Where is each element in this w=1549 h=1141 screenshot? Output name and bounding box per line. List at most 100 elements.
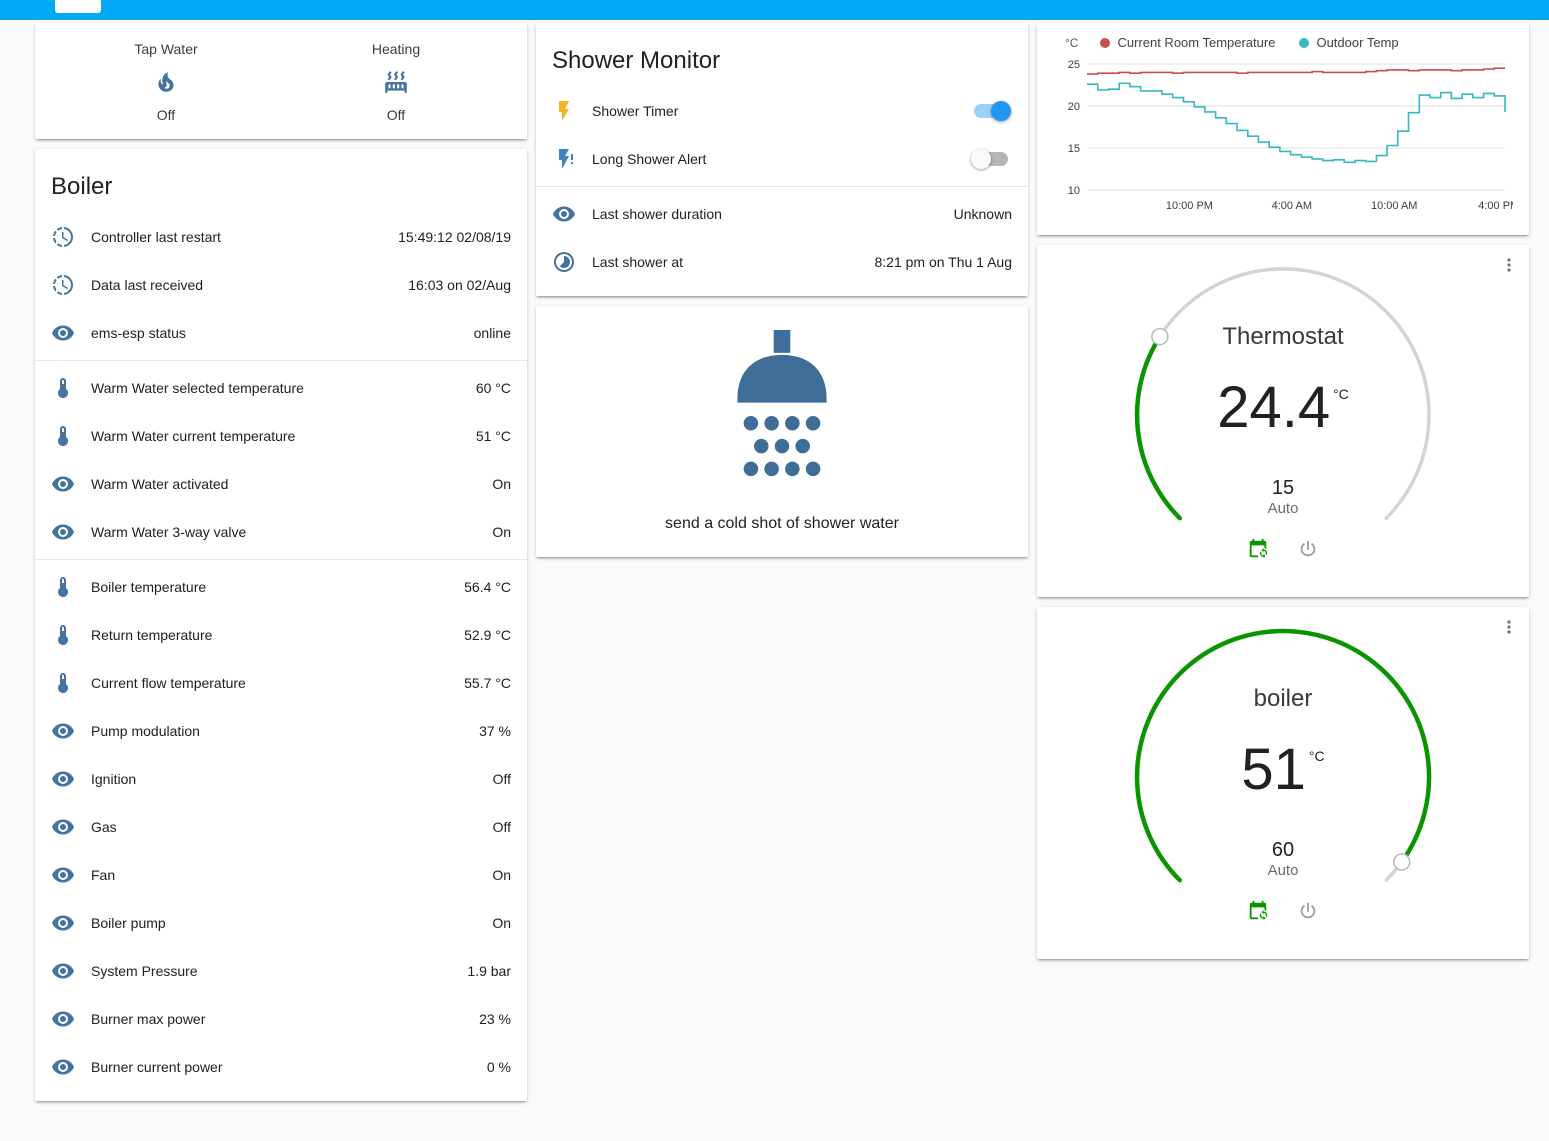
boiler-readout: boiler 51 °C 60 Auto [1123,619,1443,941]
svg-text:15: 15 [1068,143,1080,155]
flash-icon [552,99,576,123]
thermostat-dial-arc[interactable] [1123,257,1443,579]
divider [536,186,1028,187]
hvac-mode: Auto [1267,500,1299,517]
thermometer-icon [51,671,75,695]
card-title: Shower Monitor [552,47,721,74]
glance-item[interactable]: Tap Water Off [51,41,281,123]
left-column: Tap Water Off Heating Off Boiler [35,23,527,1101]
entity-row[interactable]: Ignition Off [35,755,527,803]
hvac-mode: Auto [1267,862,1299,879]
entity-state: 56.4 °C [464,579,511,595]
entity-row[interactable]: Burner max power 23 % [35,995,527,1043]
entity-row[interactable]: Warm Water selected temperature 60 °C [35,364,527,412]
glance-state: Off [156,107,176,123]
eye-icon [51,719,75,743]
entity-row[interactable]: ems-esp status online [35,309,527,357]
entity-row[interactable]: Fan On [35,851,527,899]
thermostat-card: Thermostat 24.4 °C 15 Auto [1037,245,1529,597]
entity-name: Boiler pump [91,915,166,931]
shower-head-icon [725,330,839,505]
tap-water-heating-card: Tap Water Off Heating Off [35,23,527,139]
dial-handle[interactable] [1151,327,1169,346]
entity-name: ems-esp status [91,325,186,341]
entity-row[interactable]: Controller last restart 15:49:12 02/08/1… [35,213,527,261]
glance-state: Off [386,107,406,123]
eye-icon [51,321,75,345]
entity-name: Last shower at [592,254,684,270]
progress-clock-icon [51,225,75,249]
svg-text:10:00 PM: 10:00 PM [1166,200,1213,212]
entity-row[interactable]: Burner current power 0 % [35,1043,527,1091]
entity-name: Gas [91,819,117,835]
entity-name: Controller last restart [91,229,221,245]
thermometer-icon [51,575,75,599]
entity-state: 60 °C [475,380,511,396]
entity-name: Warm Water current temperature [91,428,296,444]
active-tab-indicator[interactable] [55,0,101,13]
entity-state: 16:03 on 02/Aug [408,277,511,293]
entity-name: Data last received [91,277,204,293]
target-temperature: 15 [1271,477,1295,499]
entity-state: On [492,915,511,931]
entity-row[interactable]: Warm Water current temperature 51 °C [35,412,527,460]
entity-state: 55.7 °C [464,675,511,691]
entity-state: On [492,476,511,492]
entity-row[interactable]: Last shower duration Unknown [536,190,1028,238]
radiator-icon [383,69,409,95]
entity-state: 37 % [479,723,511,739]
chart-header: °C Current Room Temperature Outdoor Temp [1053,35,1513,50]
entity-row[interactable]: Boiler temperature 56.4 °C [35,563,527,611]
dots-vertical-icon[interactable] [1499,617,1519,637]
shower-shot-card[interactable]: send a cold shot of shower water [536,306,1028,557]
svg-text:25: 25 [1068,59,1080,71]
entity-row[interactable]: Last shower at 8:21 pm on Thu 1 Aug [536,238,1028,286]
entity-row[interactable]: Warm Water activated On [35,460,527,508]
thermostat-readout: Thermostat 24.4 °C 15 Auto [1123,257,1443,579]
dots-vertical-icon[interactable] [1499,255,1519,275]
toggle-thumb [991,101,1011,121]
entity-row[interactable]: Warm Water 3-way valve On [35,508,527,556]
current-temperature: 51 °C [1241,737,1325,802]
power-icon[interactable] [1297,538,1319,560]
boiler-dial-arc[interactable] [1123,619,1443,941]
eye-icon [51,911,75,935]
calendar-sync-icon[interactable] [1247,900,1269,922]
entity-state: On [492,867,511,883]
entity-state: 1.9 bar [467,963,511,979]
temperature-unit: °C [1308,748,1325,764]
thermostat-dial: Thermostat 24.4 °C 15 Auto [1123,257,1443,579]
toggle-row: Long Shower Alert [536,135,1028,183]
entity-name: Burner current power [91,1059,223,1075]
entity-state: Off [492,771,511,787]
calendar-sync-icon[interactable] [1247,538,1269,560]
eye-icon [51,472,75,496]
entity-state: 8:21 pm on Thu 1 Aug [874,254,1012,270]
entity-name: Warm Water selected temperature [91,380,304,396]
glance-label: Tap Water [134,41,198,57]
legend-dot [1299,37,1310,48]
entity-name: Shower Timer [592,103,679,119]
svg-text:4:00 AM: 4:00 AM [1272,200,1312,212]
entity-row[interactable]: Boiler pump On [35,899,527,947]
glance-item[interactable]: Heating Off [281,41,511,123]
entity-row[interactable]: System Pressure 1.9 bar [35,947,527,995]
eye-icon [51,815,75,839]
entity-state: 52.9 °C [464,627,511,643]
entity-row[interactable]: Pump modulation 37 % [35,707,527,755]
entity-row[interactable]: Return temperature 52.9 °C [35,611,527,659]
entity-row[interactable]: Data last received 16:03 on 02/Aug [35,261,527,309]
entity-row[interactable]: Current flow temperature 55.7 °C [35,659,527,707]
legend-dot [1100,37,1111,48]
svg-text:4:00 PM: 4:00 PM [1478,200,1513,212]
power-icon[interactable] [1297,900,1319,922]
glance-row: Tap Water Off Heating Off [35,23,527,139]
dial-handle[interactable] [1393,853,1411,871]
dashboard: Tap Water Off Heating Off Boiler [0,20,1549,1115]
toggle-switch[interactable] [971,149,1008,169]
entity-name: Boiler temperature [91,579,207,595]
legend-label: Current Room Temperature [1117,35,1276,50]
entity-row[interactable]: Gas Off [35,803,527,851]
toggle-switch[interactable] [974,101,1011,121]
toggle-thumb [971,149,991,169]
